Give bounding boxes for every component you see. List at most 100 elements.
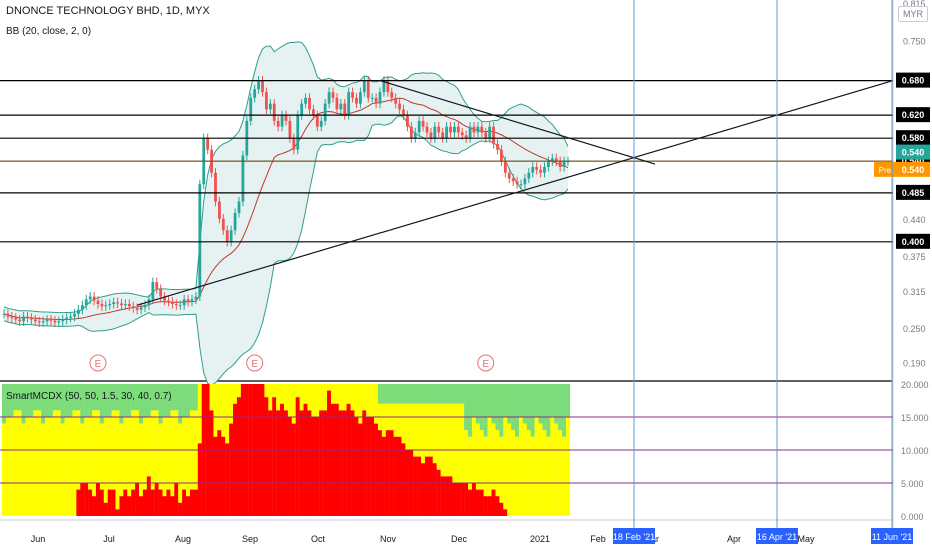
mcdx-yellow-bar bbox=[542, 430, 547, 516]
mcdx-red-bar bbox=[264, 397, 269, 516]
mcdx-green-bar bbox=[381, 384, 386, 404]
mcdx-yellow-bar bbox=[107, 417, 112, 490]
mcdx-green-bar bbox=[518, 384, 524, 417]
candle-body bbox=[503, 161, 507, 173]
candle-body bbox=[127, 304, 131, 307]
candle-body bbox=[135, 308, 139, 310]
mcdx-green-bar bbox=[56, 384, 61, 411]
pre-price-label: 0.540 bbox=[902, 165, 925, 175]
mcdx-yellow-bar bbox=[397, 403, 402, 437]
pre-badge-label: Pre bbox=[879, 166, 892, 175]
mcdx-yellow-bar bbox=[546, 436, 551, 516]
candle-body bbox=[554, 158, 558, 162]
mcdx-red-bar bbox=[374, 423, 379, 516]
mcdx-yellow-bar bbox=[303, 384, 308, 404]
mcdx-green-bar bbox=[29, 384, 34, 417]
mcdx-green-bar bbox=[154, 384, 159, 411]
mcdx-yellow-bar bbox=[139, 423, 144, 497]
candle-body bbox=[355, 97, 358, 104]
mcdx-green-bar bbox=[13, 384, 18, 411]
mcdx-red-bar bbox=[197, 443, 202, 516]
mcdx-red-bar bbox=[182, 489, 187, 516]
candle-body bbox=[257, 80, 260, 90]
mcdx-yellow-bar bbox=[41, 423, 46, 516]
mcdx-yellow-bar bbox=[311, 384, 316, 417]
candle-body bbox=[464, 135, 468, 139]
mcdx-red-bar bbox=[303, 403, 308, 516]
mcdx-yellow-bar bbox=[291, 384, 296, 424]
mcdx-green-bar bbox=[515, 384, 520, 437]
mcdx-green-bar bbox=[127, 384, 132, 417]
mcdx-green-bar bbox=[146, 384, 151, 417]
mcdx-red-bar bbox=[276, 410, 281, 516]
mcdx-green-bar bbox=[178, 384, 183, 424]
candle-body bbox=[37, 321, 41, 323]
mcdx-green-bar bbox=[111, 384, 116, 411]
mcdx-red-bar bbox=[468, 489, 473, 516]
candle-body bbox=[308, 97, 311, 110]
mcdx-green-bar bbox=[452, 384, 457, 404]
mcdx-yellow-bar bbox=[358, 384, 363, 424]
mcdx-yellow-bar bbox=[366, 384, 371, 417]
candle-body bbox=[88, 296, 92, 300]
candle-body bbox=[218, 201, 221, 219]
mcdx-yellow-bar bbox=[115, 410, 120, 510]
time-tick-label: Oct bbox=[311, 534, 326, 544]
candle-body bbox=[343, 103, 347, 116]
mcdx-yellow-bar bbox=[319, 384, 324, 411]
mcdx-red-bar bbox=[217, 430, 222, 516]
mcdx-green-bar bbox=[385, 384, 390, 404]
mcdx-yellow-bar bbox=[495, 430, 500, 497]
mcdx-red-bar bbox=[413, 456, 418, 516]
mcdx-green-bar bbox=[491, 384, 496, 424]
mcdx-yellow-bar bbox=[507, 423, 512, 516]
resistance-trendline bbox=[379, 80, 656, 165]
mcdx-green-bar bbox=[468, 384, 473, 437]
mcdx-green-bar bbox=[182, 384, 187, 417]
mcdx-red-bar bbox=[103, 502, 108, 516]
candle-body bbox=[445, 126, 448, 139]
date-badge-label: 11 Jun '21 bbox=[872, 532, 913, 542]
mcdx-yellow-bar bbox=[538, 423, 543, 516]
mcdx-green-bar bbox=[530, 384, 535, 437]
mcdx-green-bar bbox=[88, 384, 93, 417]
candle-body bbox=[300, 103, 304, 116]
candle-body bbox=[531, 166, 535, 173]
mcdx-red-bar bbox=[471, 483, 477, 516]
mcdx-red-bar bbox=[338, 410, 343, 516]
candle-body bbox=[527, 172, 531, 179]
mcdx-red-bar bbox=[88, 489, 93, 516]
mcdx-green-bar bbox=[558, 384, 563, 431]
candle-body bbox=[84, 299, 88, 306]
candle-body bbox=[511, 178, 515, 182]
mcdx-yellow-bar bbox=[264, 384, 269, 398]
candle-body bbox=[22, 316, 25, 322]
mcdx-red-bar bbox=[330, 403, 336, 516]
mcdx-red-bar bbox=[272, 397, 277, 516]
mcdx-green-bar bbox=[377, 384, 383, 404]
mcdx-red-bar bbox=[327, 390, 332, 516]
mcdx-green-bar bbox=[503, 384, 508, 417]
time-tick-label: Apr bbox=[727, 534, 741, 544]
mcdx-green-bar bbox=[522, 384, 527, 424]
mcdx-yellow-bar bbox=[503, 417, 508, 510]
mcdx-green-bar bbox=[397, 384, 402, 404]
mcdx-yellow-bar bbox=[511, 430, 516, 516]
mcdx-yellow-bar bbox=[283, 384, 289, 411]
mcdx-green-bar bbox=[17, 384, 22, 411]
bb-indicator-legend: BB (20, close, 2, 0) bbox=[6, 26, 92, 37]
mcdx-red-bar bbox=[487, 496, 492, 516]
currency-badge[interactable]: MYR bbox=[898, 6, 928, 22]
mcdx-yellow-bar bbox=[401, 403, 406, 444]
candle-body bbox=[339, 103, 343, 110]
mcdx-yellow-bar bbox=[197, 384, 202, 444]
mcdx-yellow-bar bbox=[327, 384, 332, 391]
mcdx-green-bar bbox=[542, 384, 547, 431]
candle-body bbox=[214, 172, 217, 202]
mcdx-green-bar bbox=[142, 384, 148, 417]
mcdx-red-bar bbox=[503, 509, 508, 516]
mcdx-green-bar bbox=[99, 384, 104, 424]
mcdx-yellow-bar bbox=[530, 436, 535, 516]
